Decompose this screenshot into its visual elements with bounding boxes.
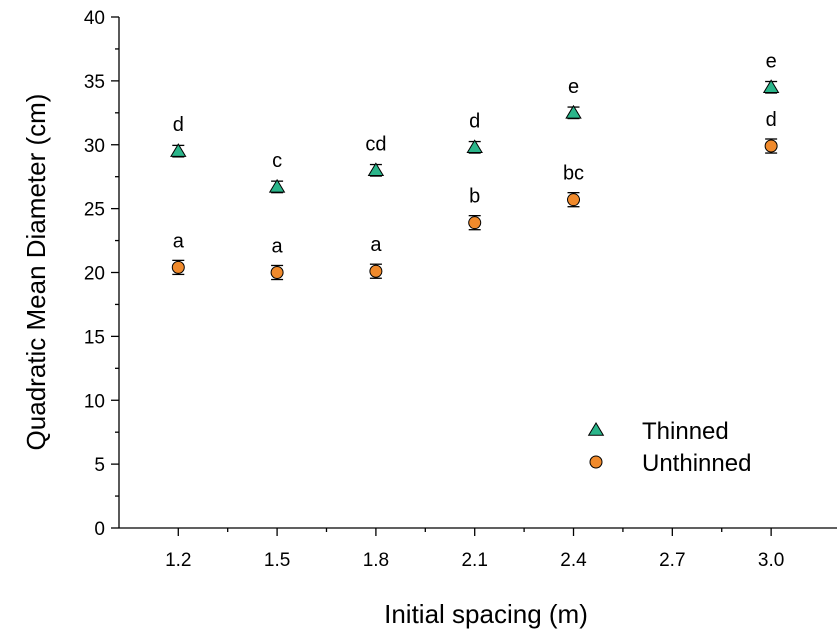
data-points: d c cd d e e a a a b bc d [170,50,780,281]
unthinned-point [171,260,185,274]
x-axis-ticks: 1.2 1.5 1.8 2.1 2.4 2.7 3.0 [165,528,784,571]
y-tick-label: 30 [84,136,105,157]
significance-letter: a [272,236,284,258]
x-tick-label: 2.1 [461,550,487,571]
y-tick-label: 20 [84,264,105,285]
significance-letter: e [568,76,579,98]
thinned-point [170,143,187,157]
significance-letter: d [469,110,480,132]
x-tick-label: 3.0 [758,550,784,571]
unthinned-point [270,266,284,279]
significance-letter: d [766,109,777,131]
thinned-point [762,79,780,94]
significance-letter: c [272,150,282,172]
significance-letter: cd [365,133,386,155]
unthinned-point [764,139,778,153]
significance-letter: a [370,234,382,256]
unthinned-point [567,193,581,207]
y-axis-ticks: 0 5 10 15 20 25 30 35 40 [84,8,119,540]
thinned-point [367,162,385,177]
x-tick-label: 2.4 [560,550,587,571]
x-tick-label: 2.7 [659,550,685,571]
unthinned-point [369,264,383,278]
x-tick-label: 1.8 [363,550,389,571]
significance-letter: bc [563,163,584,185]
thinned-point [268,178,286,193]
significance-letter: b [469,186,480,208]
significance-letter: a [173,230,185,252]
significance-letter: e [766,50,777,72]
legend: Thinned Unthinned [587,418,751,477]
y-tick-label: 0 [94,519,105,540]
legend-thinned-marker [587,422,605,436]
y-tick-label: 15 [84,327,105,348]
y-tick-label: 10 [84,391,105,412]
x-tick-label: 1.5 [264,550,290,571]
y-tick-label: 25 [84,200,105,221]
y-axis-title: Quadratic Mean Diameter (cm) [21,94,51,451]
legend-label: Unthinned [642,450,751,477]
x-tick-label: 1.2 [165,550,191,571]
significance-letter: d [173,114,184,136]
unthinned-point [468,216,482,230]
legend-label: Thinned [642,418,729,445]
thinned-point [466,139,483,154]
y-tick-label: 40 [84,8,105,29]
legend-unthinned-marker [589,455,603,469]
y-tick-label: 35 [84,72,105,93]
y-tick-label: 5 [94,455,105,476]
thinned-point [565,104,582,119]
x-axis-title: Initial spacing (m) [384,599,588,629]
